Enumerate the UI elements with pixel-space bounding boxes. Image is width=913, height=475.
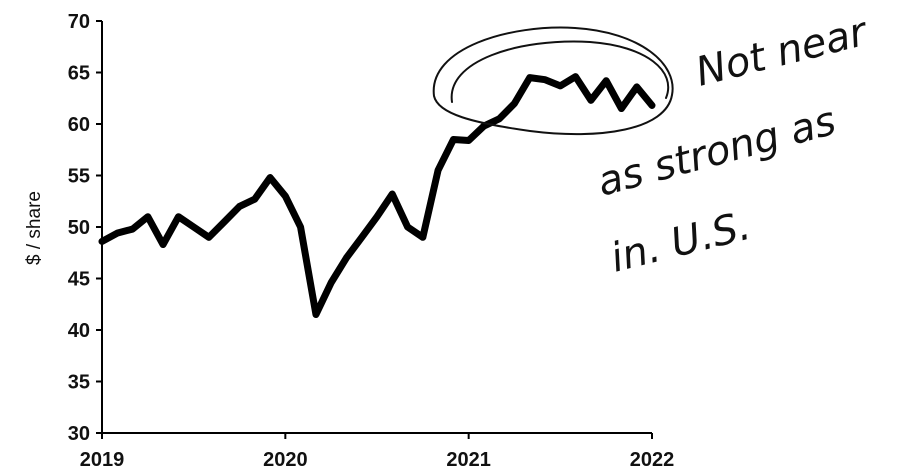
handwritten-note: Not near as strong as in. U.S. [593,8,874,281]
y-tick-label: 35 [68,372,90,394]
y-tick-label: 45 [68,269,90,291]
hand-drawn-circle [432,26,674,136]
x-axis-ticks: 2019 2020 2021 2022 [80,433,675,471]
y-tick-label: 30 [68,423,90,445]
y-tick-label: 40 [68,320,90,342]
y-axis-ticks: 30 35 40 45 50 55 60 65 70 [68,11,102,445]
note-line-1: Not near [691,8,873,95]
x-tick-label: 2021 [446,449,491,471]
note-line-3: in. U.S. [606,203,755,282]
y-tick-label: 65 [68,63,90,85]
y-tick-label: 55 [68,166,90,188]
y-axis-label: $ / share [24,191,45,265]
x-tick-label: 2019 [80,449,125,471]
note-line-2: as strong as [593,98,841,206]
stock-price-line [98,73,656,319]
x-tick-label: 2022 [630,449,675,471]
y-tick-label: 50 [68,217,90,239]
y-tick-label: 70 [68,11,90,33]
y-tick-label: 60 [68,114,90,136]
x-tick-label: 2020 [263,449,308,471]
